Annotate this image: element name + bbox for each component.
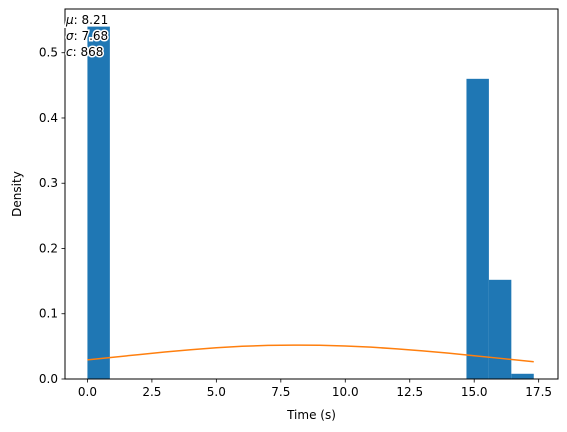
x-tick-label: 0.0 bbox=[78, 385, 97, 399]
plot-frame bbox=[64, 8, 559, 380]
y-tick-label: 0.4 bbox=[39, 111, 58, 125]
x-tick-label: 17.5 bbox=[525, 385, 552, 399]
y-axis-label: Density bbox=[10, 171, 24, 217]
histogram-bars bbox=[87, 26, 534, 379]
x-tick-label: 15.0 bbox=[461, 385, 488, 399]
stats-annotation: μ: 8.21 σ: 7.68 c: 868 bbox=[64, 12, 110, 61]
histogram-bar-3 bbox=[511, 373, 534, 379]
histogram-bar-0 bbox=[87, 26, 110, 379]
x-tick-label: 5.0 bbox=[207, 385, 226, 399]
x-tick-label: 7.5 bbox=[271, 385, 290, 399]
x-tick-label: 2.5 bbox=[142, 385, 161, 399]
y-tick-label: 0.3 bbox=[39, 176, 58, 190]
fit-curve-line bbox=[87, 344, 534, 363]
stat-std: σ: 7.68 bbox=[66, 29, 108, 43]
stat-count: c: 868 bbox=[66, 45, 103, 59]
fit-curve-layer bbox=[87, 344, 534, 363]
stat-mean: μ: 8.21 bbox=[65, 13, 108, 27]
y-tick-label: 0.0 bbox=[39, 372, 58, 386]
x-tick-label: 12.5 bbox=[396, 385, 423, 399]
y-tick-label: 0.5 bbox=[39, 46, 58, 60]
y-tick-label: 0.2 bbox=[39, 241, 58, 255]
x-tick-label: 10.0 bbox=[332, 385, 359, 399]
y-axis-ticks: 0.0 0.1 0.2 0.3 0.4 0.5 bbox=[39, 46, 65, 386]
y-tick-label: 0.1 bbox=[39, 307, 58, 321]
x-axis-ticks: 0.0 2.5 5.0 7.5 10.0 12.5 15.0 17.5 bbox=[78, 379, 552, 399]
histogram-bar-2 bbox=[488, 279, 512, 379]
histogram-bar-1 bbox=[466, 78, 489, 379]
x-axis-label: Time (s) bbox=[286, 408, 336, 422]
